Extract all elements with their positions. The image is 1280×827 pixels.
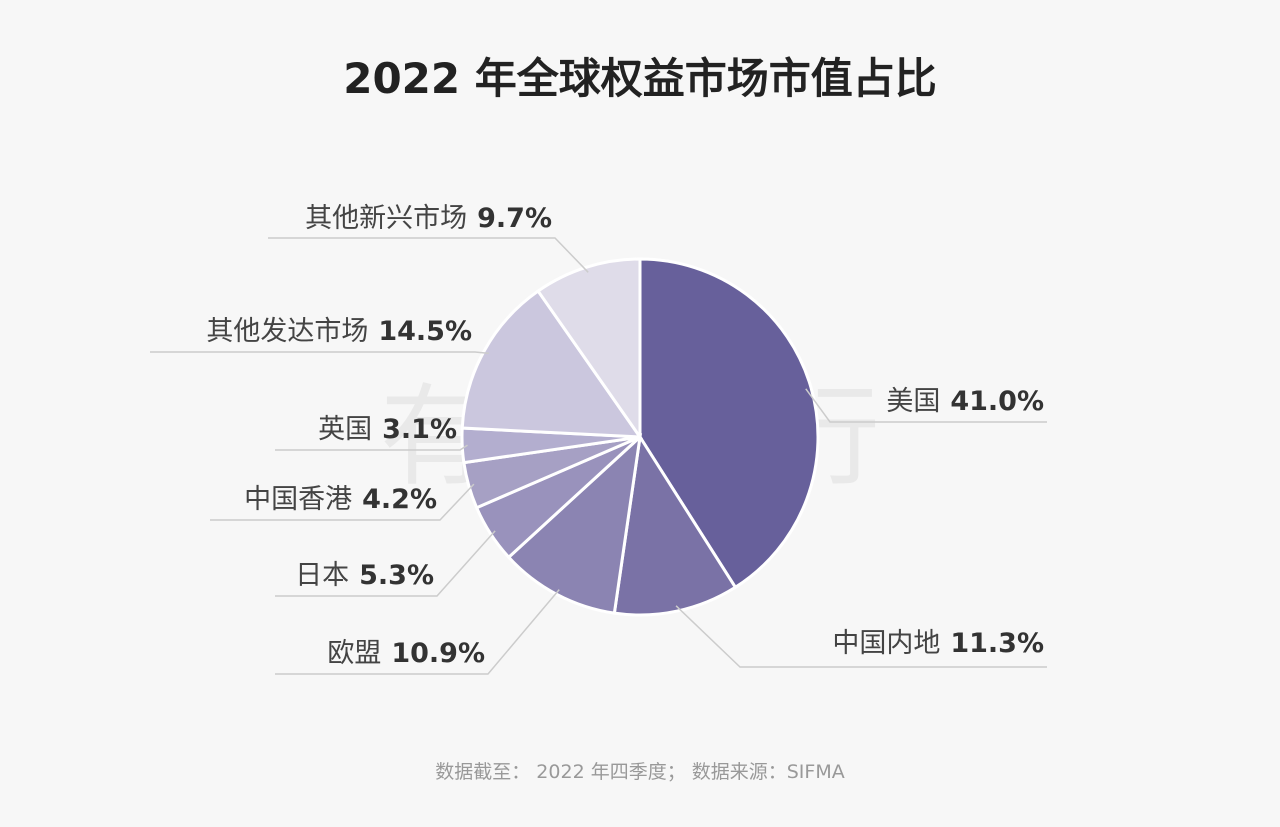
- category-name: 中国内地: [832, 628, 940, 659]
- leader-line: [675, 605, 1047, 668]
- pie-slice: [506, 433, 643, 615]
- slice-label: 其他发达市场 14.5%: [206, 316, 472, 347]
- leader-line: [275, 444, 468, 451]
- slice-label: 欧盟 10.9%: [327, 638, 485, 669]
- category-name: 其他新兴市场: [305, 203, 467, 234]
- leader-line: [805, 388, 1047, 423]
- leader-line: [150, 351, 490, 355]
- value-label: 3.1%: [382, 414, 457, 445]
- leader-line: [210, 483, 475, 521]
- category-name: 欧盟: [327, 638, 381, 669]
- pie-slice: [460, 288, 643, 439]
- slice-label: 日本 5.3%: [295, 560, 434, 591]
- slice-label: 中国内地 11.3%: [832, 628, 1044, 659]
- pie-slice: [536, 257, 642, 442]
- leader-line: [275, 589, 560, 675]
- pie-slice: [612, 432, 738, 617]
- slice-label: 英国 3.1%: [318, 414, 457, 445]
- value-label: 11.3%: [950, 628, 1044, 659]
- value-label: 5.3%: [359, 560, 434, 591]
- value-label: 14.5%: [378, 316, 472, 347]
- chart-title: 2022 年全球权益市场市值占比: [343, 54, 937, 103]
- leader-line: [268, 237, 589, 273]
- leader-line: [275, 530, 496, 597]
- value-label: 10.9%: [391, 638, 485, 669]
- value-label: 4.2%: [362, 484, 437, 515]
- category-name: 日本: [295, 560, 349, 591]
- category-name: 中国香港: [244, 484, 352, 515]
- value-label: 41.0%: [950, 386, 1044, 417]
- category-name: 英国: [318, 414, 372, 445]
- slice-label: 其他新兴市场 9.7%: [305, 203, 552, 234]
- slice-label: 美国 41.0%: [886, 386, 1044, 417]
- category-name: 美国: [886, 386, 940, 417]
- source-note: 数据截至： 2022 年四季度； 数据来源：SIFMA: [435, 761, 844, 783]
- slice-label: 中国香港 4.2%: [244, 484, 437, 515]
- value-label: 9.7%: [477, 203, 552, 234]
- category-name: 其他发达市场: [206, 316, 368, 347]
